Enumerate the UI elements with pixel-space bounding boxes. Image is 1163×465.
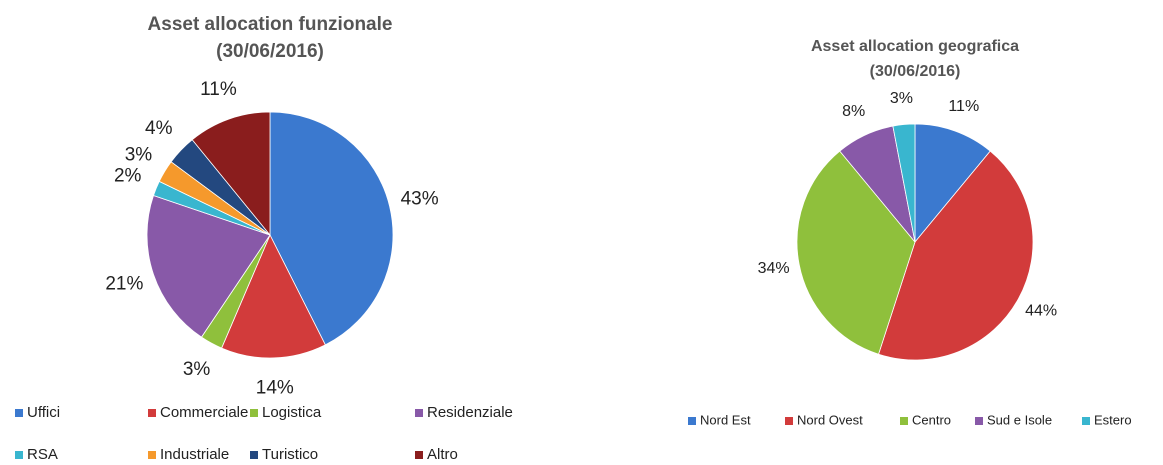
data-label: 4% [145, 118, 173, 139]
legend-swatch [975, 417, 983, 425]
chart-title: Asset allocation funzionale [148, 14, 393, 35]
data-label: 14% [256, 378, 294, 399]
legend-swatch [900, 417, 908, 425]
legend-swatch [415, 409, 423, 417]
data-label: 3% [125, 144, 153, 165]
legend-swatch [148, 451, 156, 459]
data-label: 2% [114, 166, 142, 187]
data-label: 11% [200, 79, 237, 100]
pie-slice [892, 123, 916, 243]
legend-swatch [15, 409, 23, 417]
legend-label: Nord Ovest [797, 412, 863, 427]
data-label: 3% [183, 359, 211, 380]
data-label: 3% [890, 90, 913, 107]
data-label: 43% [401, 188, 439, 209]
chart-title: Asset allocation geografica [811, 38, 1019, 55]
legend-label: Altro [427, 446, 458, 463]
legend-label: Uffici [27, 404, 60, 421]
legend-swatch [1082, 417, 1090, 425]
data-label: 11% [948, 98, 979, 115]
legend-label: Turistico [262, 446, 318, 463]
legend-label: Centro [912, 412, 951, 427]
pie-slice [221, 234, 326, 359]
pie-slice [796, 150, 916, 355]
legend-label: Nord Est [700, 412, 751, 427]
data-label: 34% [758, 260, 790, 277]
legend-label: Residenziale [427, 404, 513, 421]
legend-label: Estero [1094, 412, 1132, 427]
chart-subtitle: (30/06/2016) [870, 63, 961, 80]
legend-swatch [148, 409, 156, 417]
legend-swatch [688, 417, 696, 425]
pie-slice [269, 111, 394, 346]
legend-label: Sud e Isole [987, 412, 1052, 427]
legend-swatch [15, 451, 23, 459]
legend-label: RSA [27, 446, 58, 463]
chart-subtitle: (30/06/2016) [216, 41, 324, 62]
legend-label: Commerciale [160, 404, 248, 421]
pie-slice [914, 123, 991, 244]
data-label: 44% [1025, 303, 1057, 320]
legend-label: Logistica [262, 404, 322, 421]
legend-swatch [250, 451, 258, 459]
legend-label: Industriale [160, 446, 229, 463]
pie-slice [878, 150, 1034, 361]
data-label: 21% [105, 273, 143, 294]
data-label: 8% [842, 103, 865, 120]
legend-swatch [785, 417, 793, 425]
pie-slice [146, 195, 271, 338]
pie-slice [191, 111, 271, 237]
legend-swatch [250, 409, 258, 417]
legend-swatch [415, 451, 423, 459]
